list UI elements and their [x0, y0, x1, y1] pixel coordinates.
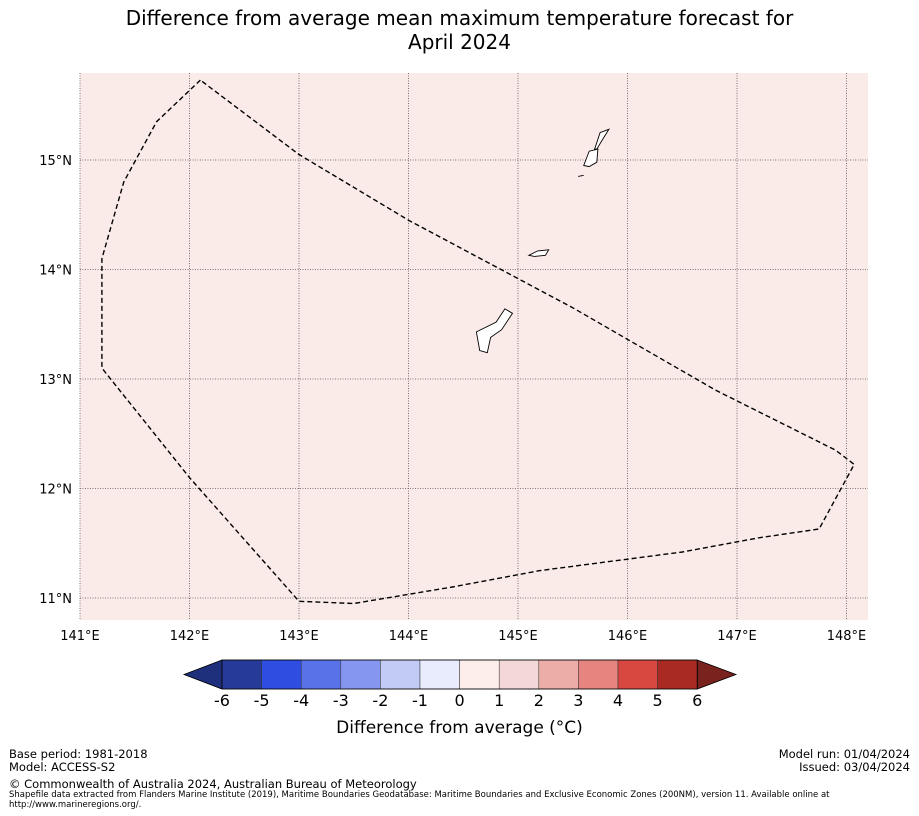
colorbar-tick-label: -3	[333, 691, 349, 710]
graticule	[79, 73, 868, 620]
island-outline	[578, 174, 584, 177]
model-run: Model run: 01/04/2024	[778, 747, 910, 761]
colorbar-segment	[340, 659, 381, 690]
colorbar-tick-label: 0	[455, 691, 465, 710]
lat-tick-label: 11°N	[39, 592, 72, 607]
island-outline	[593, 128, 610, 150]
footer-left: Base period: 1981-2018 Model: ACCESS-S2	[9, 748, 148, 774]
colorbar-segment	[419, 659, 460, 690]
colorbar-segment	[578, 659, 619, 690]
colorbar-tick-label: -5	[254, 691, 270, 710]
map-title: Difference from average mean maximum tem…	[0, 6, 919, 54]
colorbar-tick-label: 3	[573, 691, 583, 710]
colorbar-over-triangle	[696, 659, 738, 690]
lon-tick-label: 142°E	[170, 629, 210, 644]
lon-tick-label: 148°E	[827, 629, 867, 644]
colorbar-tick-label: 5	[653, 691, 663, 710]
colorbar-frame	[221, 659, 698, 690]
lat-tick-label: 12°N	[39, 483, 72, 498]
colorbar-tick-label: 6	[692, 691, 702, 710]
colorbar-tick-label: -1	[412, 691, 428, 710]
lat-tick-label: 13°N	[39, 373, 72, 388]
lon-tick-label: 144°E	[389, 629, 429, 644]
lon-tick-label: 146°E	[608, 629, 648, 644]
colorbar-segment	[459, 659, 500, 690]
colorbar: -6 -5 -4 -3 -2 -1 0 1 2 3 4 5 6	[182, 659, 738, 710]
colorbar-label: Difference from average (°C)	[336, 718, 583, 738]
footer-right: Model run: 01/04/2024 Issued: 03/04/2024	[779, 748, 910, 774]
lat-tick-label: 14°N	[39, 264, 72, 279]
island-outline	[583, 148, 599, 168]
colorbar-segment	[657, 659, 698, 690]
colorbar-segment	[221, 659, 262, 690]
issued-date: Issued: 03/04/2024	[799, 760, 910, 774]
model-name: Model: ACCESS-S2	[9, 760, 116, 774]
colorbar-tick-label: -6	[214, 691, 230, 710]
colorbar-segment	[498, 659, 540, 690]
title-line-1: Difference from average mean maximum tem…	[125, 6, 794, 30]
longitude-labels: 141°E 142°E 143°E 144°E 145°E 146°E 147°E 148°E	[60, 629, 866, 644]
lon-tick-label: 141°E	[60, 629, 100, 644]
title-line-2: April 2024	[408, 30, 511, 54]
data-source: Shapefile data extracted from Flanders M…	[9, 790, 830, 810]
colorbar-tick-label: 1	[494, 691, 504, 710]
colorbar-segment	[538, 659, 579, 690]
lon-tick-label: 145°E	[498, 629, 538, 644]
colorbar-tick-label: 4	[613, 691, 623, 710]
colorbar-segment	[380, 659, 421, 690]
colorbar-tick-label: -4	[293, 691, 309, 710]
lat-tick-label: 15°N	[39, 154, 72, 169]
lon-tick-label: 143°E	[279, 629, 319, 644]
colorbar-segment	[261, 659, 302, 690]
copyright: © Commonwealth of Australia 2024, Austra…	[9, 777, 417, 791]
colorbar-segment	[300, 659, 342, 690]
island-outline	[475, 308, 514, 354]
colorbar-tick-label: 2	[534, 691, 544, 710]
base-period: Base period: 1981-2018	[9, 747, 148, 761]
islands	[475, 128, 610, 354]
map-area	[80, 73, 868, 620]
lon-tick-label: 147°E	[717, 629, 757, 644]
colorbar-segment	[617, 659, 658, 690]
latitude-labels: 15°N 14°N 13°N 12°N 11°N	[39, 154, 72, 607]
colorbar-tick-label: -2	[372, 691, 388, 710]
eez-boundary	[101, 79, 856, 605]
colorbar-under-triangle	[182, 659, 223, 690]
island-outline	[527, 249, 550, 257]
